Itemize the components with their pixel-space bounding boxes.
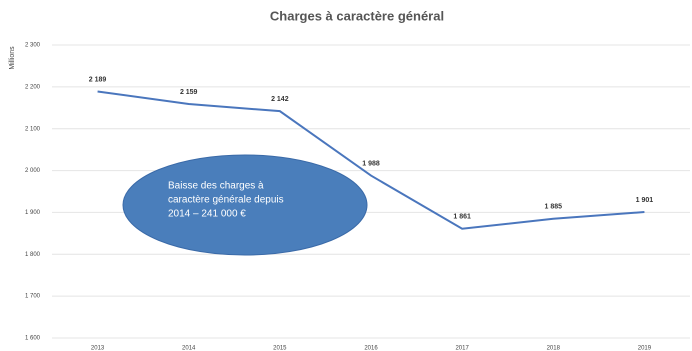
data-label: 2 189 xyxy=(89,76,107,83)
x-tick-label: 2015 xyxy=(273,346,287,351)
data-label: 1 885 xyxy=(545,204,563,211)
y-tick-label: 2 200 xyxy=(25,84,41,90)
y-tick-label: 2 000 xyxy=(25,168,41,174)
y-tick-label: 1 600 xyxy=(25,336,41,342)
annotation-text: caractère générale depuis xyxy=(168,195,284,206)
x-tick-label: 2013 xyxy=(91,346,105,351)
data-label: 2 159 xyxy=(180,89,198,96)
data-label: 1 988 xyxy=(362,160,380,167)
annotation-text: 2014 – 241 000 € xyxy=(168,209,246,220)
x-tick-label: 2017 xyxy=(455,346,469,351)
data-label: 2 142 xyxy=(271,96,289,103)
y-tick-label: 1 800 xyxy=(25,252,41,258)
chart-title: Charges à caractère général xyxy=(270,8,444,23)
annotation-text: Baisse des charges à xyxy=(168,181,264,192)
y-tick-label: 1 700 xyxy=(25,294,41,300)
y-tick-label: 1 900 xyxy=(25,210,41,216)
y-axis-label: Millions xyxy=(9,46,16,70)
data-label: 1 861 xyxy=(453,214,471,221)
annotation-bubble xyxy=(122,154,368,256)
y-tick-label: 2 300 xyxy=(25,43,41,49)
line xyxy=(97,90,645,230)
x-tick-label: 2014 xyxy=(182,346,196,351)
y-tick-label: 2 100 xyxy=(25,126,41,132)
x-tick-label: 2018 xyxy=(547,346,561,351)
x-tick-label: 2019 xyxy=(638,346,652,351)
x-tick-label: 2016 xyxy=(364,346,378,351)
data-label: 1 901 xyxy=(636,197,654,204)
